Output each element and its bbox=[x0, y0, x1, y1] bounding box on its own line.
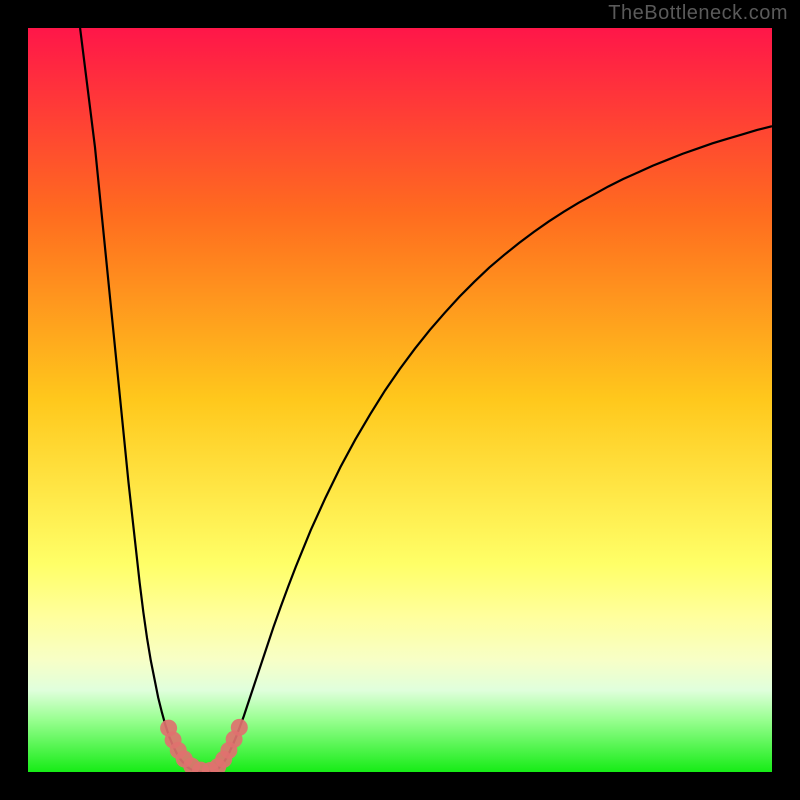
chart-plot-area bbox=[28, 28, 772, 772]
marker-point bbox=[231, 719, 248, 736]
chart-svg bbox=[28, 28, 772, 772]
watermark-text: TheBottleneck.com bbox=[608, 2, 788, 25]
chart-background bbox=[28, 28, 772, 772]
